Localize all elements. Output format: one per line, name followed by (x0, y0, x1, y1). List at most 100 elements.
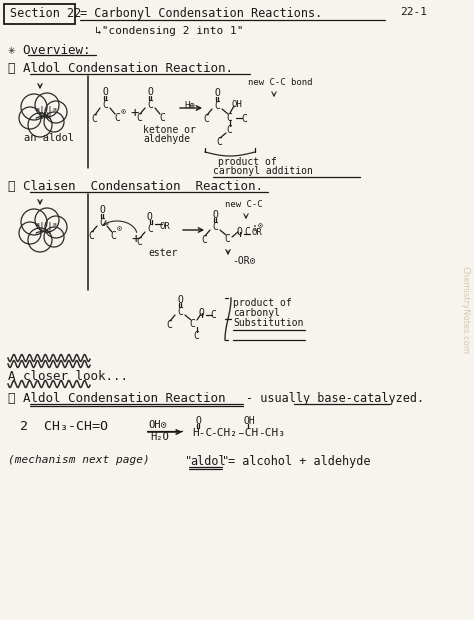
Text: C: C (159, 113, 165, 123)
Text: ② Claisen  Condensation  Reaction.: ② Claisen Condensation Reaction. (8, 180, 263, 193)
Text: OR: OR (160, 222, 171, 231)
Circle shape (45, 101, 67, 123)
Text: = alcohol + aldehyde: = alcohol + aldehyde (228, 455, 371, 468)
Text: |: | (39, 221, 45, 231)
Text: O: O (103, 87, 109, 97)
Text: H-C: H-C (192, 428, 212, 438)
Text: new C-C bond: new C-C bond (248, 78, 312, 87)
Circle shape (35, 208, 59, 232)
Text: C: C (212, 222, 218, 232)
Circle shape (28, 228, 52, 252)
Text: ⊙: ⊙ (121, 107, 126, 116)
Text: C: C (241, 114, 247, 124)
Text: C: C (102, 100, 108, 110)
Text: O: O (100, 205, 106, 215)
Text: C: C (216, 137, 222, 147)
Text: |: | (39, 106, 45, 117)
Text: C: C (110, 231, 116, 241)
Circle shape (21, 94, 47, 120)
Text: C: C (99, 218, 105, 228)
Text: |: | (47, 221, 53, 231)
Text: O: O (196, 416, 202, 426)
Text: O: O (178, 295, 184, 305)
Text: ": " (34, 222, 40, 232)
Text: C: C (244, 227, 250, 237)
Text: Substitution: Substitution (233, 318, 303, 328)
Text: ChemistryNotes.com: ChemistryNotes.com (461, 266, 470, 354)
Text: -CH₃: -CH₃ (258, 428, 285, 438)
Text: C: C (166, 320, 172, 330)
Text: OH: OH (232, 100, 243, 109)
Circle shape (21, 209, 47, 235)
Text: an aldol: an aldol (24, 133, 74, 143)
Text: product of: product of (233, 298, 292, 308)
Circle shape (19, 222, 41, 244)
Text: product of: product of (218, 157, 277, 167)
Text: C: C (226, 113, 232, 123)
Text: new C-C: new C-C (225, 200, 263, 209)
Text: C: C (114, 113, 120, 123)
Text: ": " (34, 107, 40, 117)
Text: ⊙: ⊙ (258, 221, 263, 230)
Text: Section 22: Section 22 (10, 7, 81, 20)
Text: ketone or: ketone or (143, 125, 196, 135)
Text: ⊙: ⊙ (117, 224, 122, 233)
Text: ester: ester (148, 248, 177, 258)
Text: -OR⊙: -OR⊙ (232, 256, 255, 266)
Text: O: O (215, 88, 221, 98)
Circle shape (44, 227, 64, 247)
Text: C: C (91, 114, 97, 124)
Text: 22-1: 22-1 (400, 7, 427, 17)
Circle shape (45, 216, 67, 238)
Text: -CH: -CH (238, 428, 258, 438)
Text: ✳ Overview:: ✳ Overview: (8, 44, 91, 57)
Text: - usually base-catalyzed.: - usually base-catalyzed. (246, 392, 424, 405)
Text: +: + (131, 232, 139, 246)
Text: ": " (222, 455, 229, 468)
Text: (mechanism next page): (mechanism next page) (8, 455, 150, 465)
Text: ① Aldol Condensation Reaction.: ① Aldol Condensation Reaction. (8, 62, 233, 75)
Text: C: C (177, 307, 183, 317)
Text: ": " (51, 107, 57, 117)
Text: OH: OH (39, 112, 50, 121)
Text: C: C (224, 234, 230, 244)
Text: H⊕: H⊕ (184, 101, 195, 110)
Text: O: O (199, 308, 205, 318)
Text: H₂O: H₂O (150, 432, 169, 442)
Text: C: C (88, 231, 94, 241)
Text: C: C (147, 100, 153, 110)
Text: C: C (214, 101, 220, 111)
Text: C: C (189, 319, 195, 329)
Text: C: C (201, 235, 207, 245)
Text: ": " (51, 222, 57, 232)
Text: O: O (148, 87, 154, 97)
Circle shape (28, 113, 52, 137)
Text: 2  CH₃-CH=O: 2 CH₃-CH=O (20, 420, 108, 433)
Text: +: + (130, 106, 138, 120)
Text: C: C (147, 224, 153, 234)
Text: OH⊙: OH⊙ (148, 420, 167, 430)
Text: C: C (203, 114, 209, 124)
Circle shape (19, 107, 41, 129)
Text: carbonyl addition: carbonyl addition (213, 166, 313, 176)
Text: O: O (213, 210, 219, 220)
Text: aldehyde: aldehyde (143, 134, 190, 144)
Text: O: O (147, 212, 153, 222)
Text: C: C (226, 125, 232, 135)
Text: OR: OR (252, 228, 263, 237)
Text: OH: OH (244, 416, 256, 426)
Text: C: C (210, 310, 216, 320)
Text: -CH₂-: -CH₂- (210, 428, 244, 438)
Text: ": " (185, 455, 192, 468)
Text: ↳"condensing 2 into 1": ↳"condensing 2 into 1" (95, 26, 244, 36)
Text: C: C (136, 113, 142, 123)
Circle shape (44, 112, 64, 132)
Text: O: O (237, 227, 243, 237)
Text: ① Aldol Condensation Reaction: ① Aldol Condensation Reaction (8, 392, 226, 405)
Text: |: | (47, 106, 53, 117)
Text: C: C (193, 331, 199, 341)
Text: C: C (136, 237, 142, 247)
Text: :: : (252, 223, 258, 233)
Text: aldol: aldol (190, 455, 226, 468)
Text: carbonyl: carbonyl (233, 308, 280, 318)
